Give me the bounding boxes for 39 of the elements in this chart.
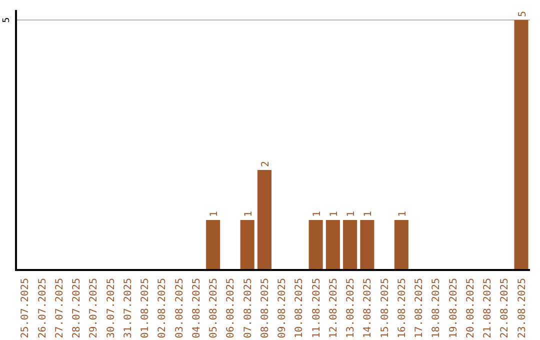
x-tick-label: 18.08.2025 [431,278,442,338]
x-tick-label: 08.08.2025 [260,278,271,338]
x-tick-label: 03.08.2025 [174,278,186,338]
x-tick-label: 13.08.2025 [346,278,357,338]
x-tick-label: 14.08.2025 [362,278,374,338]
data-label: 1 [209,210,220,217]
x-tick-label: 07.08.2025 [242,278,254,338]
x-tick-label: 27.07.2025 [54,278,66,338]
x-tick-label: 04.08.2025 [191,278,202,338]
data-label: 2 [260,160,272,167]
x-tick-label: 12.08.2025 [328,278,340,338]
data-label: 1 [312,210,323,217]
x-tick-label: 15.08.2025 [380,278,391,338]
x-tick-label: 28.07.2025 [72,278,83,338]
x-tick-label: 17.08.2025 [414,278,426,338]
data-label: 1 [363,210,374,217]
x-tick-label: 31.07.2025 [122,278,134,338]
x-tick-label: 23.08.2025 [516,278,528,338]
x-tick-label: 22.08.2025 [500,278,511,338]
x-tick-label: 21.08.2025 [482,278,494,338]
data-label: 5 [517,10,528,17]
x-tick-label: 01.08.2025 [140,278,152,338]
x-tick-label: 29.07.2025 [88,278,100,338]
data-label: 1 [397,210,408,217]
x-tick-label: 16.08.2025 [396,278,408,338]
x-tick-label: 02.08.2025 [157,278,168,338]
x-tick-label: 10.08.2025 [294,278,306,338]
x-tick-label: 30.07.2025 [106,278,117,338]
x-tick-label: 26.07.2025 [37,278,48,338]
data-label: 1 [346,210,358,217]
x-tick-label: 09.08.2025 [277,278,288,338]
x-tick-label: 06.08.2025 [226,278,237,338]
data-label: 1 [243,210,254,217]
x-tick-label: 25.07.2025 [20,278,32,338]
data-label: 1 [328,210,340,217]
x-tick-label: 20.08.2025 [465,278,476,338]
x-tick-label: 11.08.2025 [311,278,322,338]
x-tick-label: 05.08.2025 [208,278,220,338]
x-tick-label: 19.08.2025 [448,278,460,338]
